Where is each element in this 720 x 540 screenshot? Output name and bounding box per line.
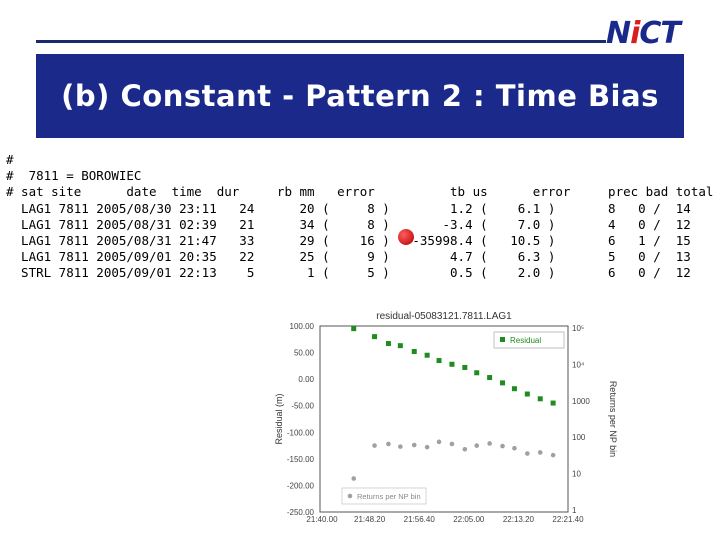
y-axis-label: Residual (m) <box>274 393 284 444</box>
title-banner: (b) Constant - Pattern 2 : Time Bias <box>36 54 684 138</box>
returns-point <box>386 441 391 447</box>
time-bias-table: # # 7811 = BOROWIEC # sat site date time… <box>6 152 713 282</box>
y-tick-label: -200.00 <box>287 481 315 490</box>
y2-tick-label: 10⁵ <box>572 324 584 333</box>
residual-point <box>500 380 506 386</box>
y-tick-label: -250.00 <box>287 508 315 517</box>
y-tick-label: 0.00 <box>298 375 314 384</box>
y-tick-label: -100.00 <box>287 428 315 437</box>
y2-tick-label: 100 <box>572 433 586 442</box>
nict-logo: NiCT <box>606 16 681 51</box>
returns-point <box>512 445 517 451</box>
returns-point <box>487 441 492 446</box>
residual-point <box>351 326 357 332</box>
returns-point <box>411 442 417 448</box>
table-line: STRL 7811 2005/09/01 22:13 5 1 ( 5 ) 0.5… <box>6 265 691 281</box>
legend-residual-marker <box>500 337 505 342</box>
returns-point <box>462 446 468 452</box>
x-tick-label: 22:05.00 <box>453 515 485 524</box>
returns-point <box>424 444 430 450</box>
residual-point <box>524 391 530 397</box>
residual-point <box>537 396 543 402</box>
slide-title: (b) Constant - Pattern 2 : Time Bias <box>61 79 659 113</box>
residual-point <box>411 349 417 355</box>
returns-point <box>550 452 556 458</box>
chart-title: residual-05083121.7811.LAG1 <box>376 311 512 322</box>
returns-point <box>398 444 403 449</box>
table-line: # sat site date time dur rb mm error tb … <box>6 184 714 200</box>
returns-point <box>449 441 455 447</box>
y2-axis-label: Returns per NP bin <box>608 381 618 457</box>
y-tick-label: 50.00 <box>294 349 315 358</box>
header-rule <box>36 40 606 43</box>
residual-point <box>372 334 378 340</box>
returns-point <box>372 443 377 448</box>
returns-point <box>500 443 505 449</box>
table-line: # 7811 = BOROWIEC <box>6 168 142 184</box>
residual-point <box>487 375 493 381</box>
plot-frame <box>319 325 569 513</box>
residual-point <box>397 343 403 349</box>
x-tick-label: 21:56.40 <box>404 515 436 524</box>
residual-plot: residual-05083121.7811.LAG1 100.00 50.00 0.… <box>274 311 618 524</box>
legend-residual-box <box>493 331 565 349</box>
returns-point <box>474 443 480 448</box>
x-tick-label: 22:21.40 <box>552 515 584 524</box>
legend-returns-marker <box>347 493 353 499</box>
residual-point <box>462 364 468 370</box>
residual-point <box>449 361 455 367</box>
y-tick-label: -150.00 <box>287 455 315 464</box>
legend-returns-label: Returns per NP bin <box>357 492 421 501</box>
table-line: LAG1 7811 2005/08/31 02:39 21 34 ( 8 ) -… <box>21 216 691 232</box>
y2-tick-label: 1 <box>572 506 577 515</box>
y2-tick-label: 10 <box>572 470 581 479</box>
residual-point <box>436 358 442 364</box>
y2-tick-label: 1000 <box>572 397 590 406</box>
table-line: LAG1 7811 2005/08/30 23:11 24 20 ( 8 ) 1… <box>21 200 691 216</box>
residual-point <box>424 352 430 358</box>
residual-point <box>474 370 480 376</box>
highlight-marker-icon <box>398 229 414 245</box>
y2-tick-label: 10⁴ <box>572 360 585 369</box>
legend-returns-box <box>341 487 427 505</box>
x-tick-label: 22:13.20 <box>503 515 535 524</box>
returns-point <box>537 450 543 455</box>
y-tick-label: 100.00 <box>290 322 315 331</box>
returns-point <box>525 451 530 456</box>
x-tick-label: 21:48.20 <box>354 515 386 524</box>
returns-point <box>436 439 442 445</box>
legend-residual-label: Residual <box>510 336 541 345</box>
residual-point <box>550 400 556 406</box>
returns-point <box>351 476 357 481</box>
table-line: LAG1 7811 2005/09/01 20:35 22 25 ( 9 ) 4… <box>21 249 691 265</box>
x-tick-label: 21:40.00 <box>306 515 338 524</box>
table-line: LAG1 7811 2005/08/31 21:47 33 29 ( 16 ) … <box>21 233 691 249</box>
table-line: # <box>6 152 14 167</box>
residual-point <box>385 341 391 347</box>
residual-point <box>511 386 517 392</box>
y-tick-label: -50.00 <box>291 402 314 411</box>
